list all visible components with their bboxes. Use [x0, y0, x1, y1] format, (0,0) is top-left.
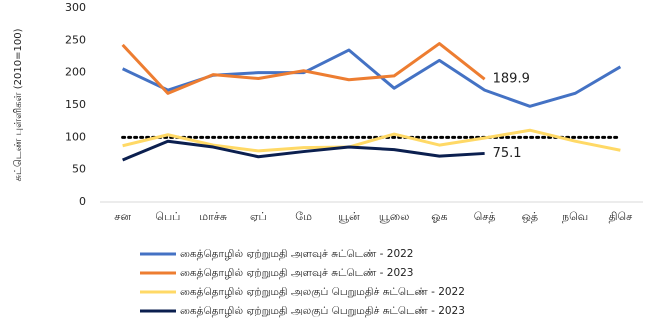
series-line	[122, 139, 485, 162]
x-tick-label: ஒத்	[522, 210, 538, 223]
x-tick-label: சன	[114, 210, 131, 223]
x-tick-label: திசெ	[609, 210, 633, 223]
x-tick-label: ஏப்	[250, 210, 267, 223]
data-label: 189.9	[493, 72, 530, 87]
y-tick-label: 100	[65, 130, 86, 143]
y-tick-label: 50	[72, 163, 86, 176]
x-tick-label: நவெ	[562, 210, 588, 223]
legend-label: கைத்தொழில் ஏற்றுமதி அலகுப் பெறுமதிச் சுட…	[180, 286, 465, 300]
x-tick-label: செத்	[474, 210, 496, 223]
series-line	[122, 128, 621, 153]
x-tick-label: மாச்சு	[199, 210, 227, 223]
y-tick-label: 200	[65, 66, 86, 79]
y-tick-label: 250	[65, 33, 86, 46]
y-tick-label: 300	[65, 1, 86, 14]
legend-label: கைத்தொழில் ஏற்றுமதி அளவுச் சுட்டெண் - 20…	[180, 267, 414, 279]
legend-label: கைத்தொழில் ஏற்றுமதி அளவுச் சுட்டெண் - 20…	[180, 248, 414, 260]
legend-label: கைத்தொழில் ஏற்றுமதி அலகுப் பெறுமதிச் சுட…	[180, 305, 465, 319]
y-axis-title: சுட்டெண் புள்ளிகள் (2010=100)	[13, 28, 24, 181]
x-tick-label: யூலை	[379, 210, 409, 223]
y-tick-label: 150	[65, 98, 86, 111]
y-tick-label: 0	[79, 195, 86, 208]
x-tick-label: ஓக	[431, 210, 447, 223]
x-tick-label: மே	[295, 210, 312, 223]
x-tick-label: பெப்	[155, 210, 180, 223]
x-tick-label: யூன்	[338, 210, 360, 223]
series-line	[121, 42, 486, 95]
data-label: 75.1	[493, 146, 522, 161]
